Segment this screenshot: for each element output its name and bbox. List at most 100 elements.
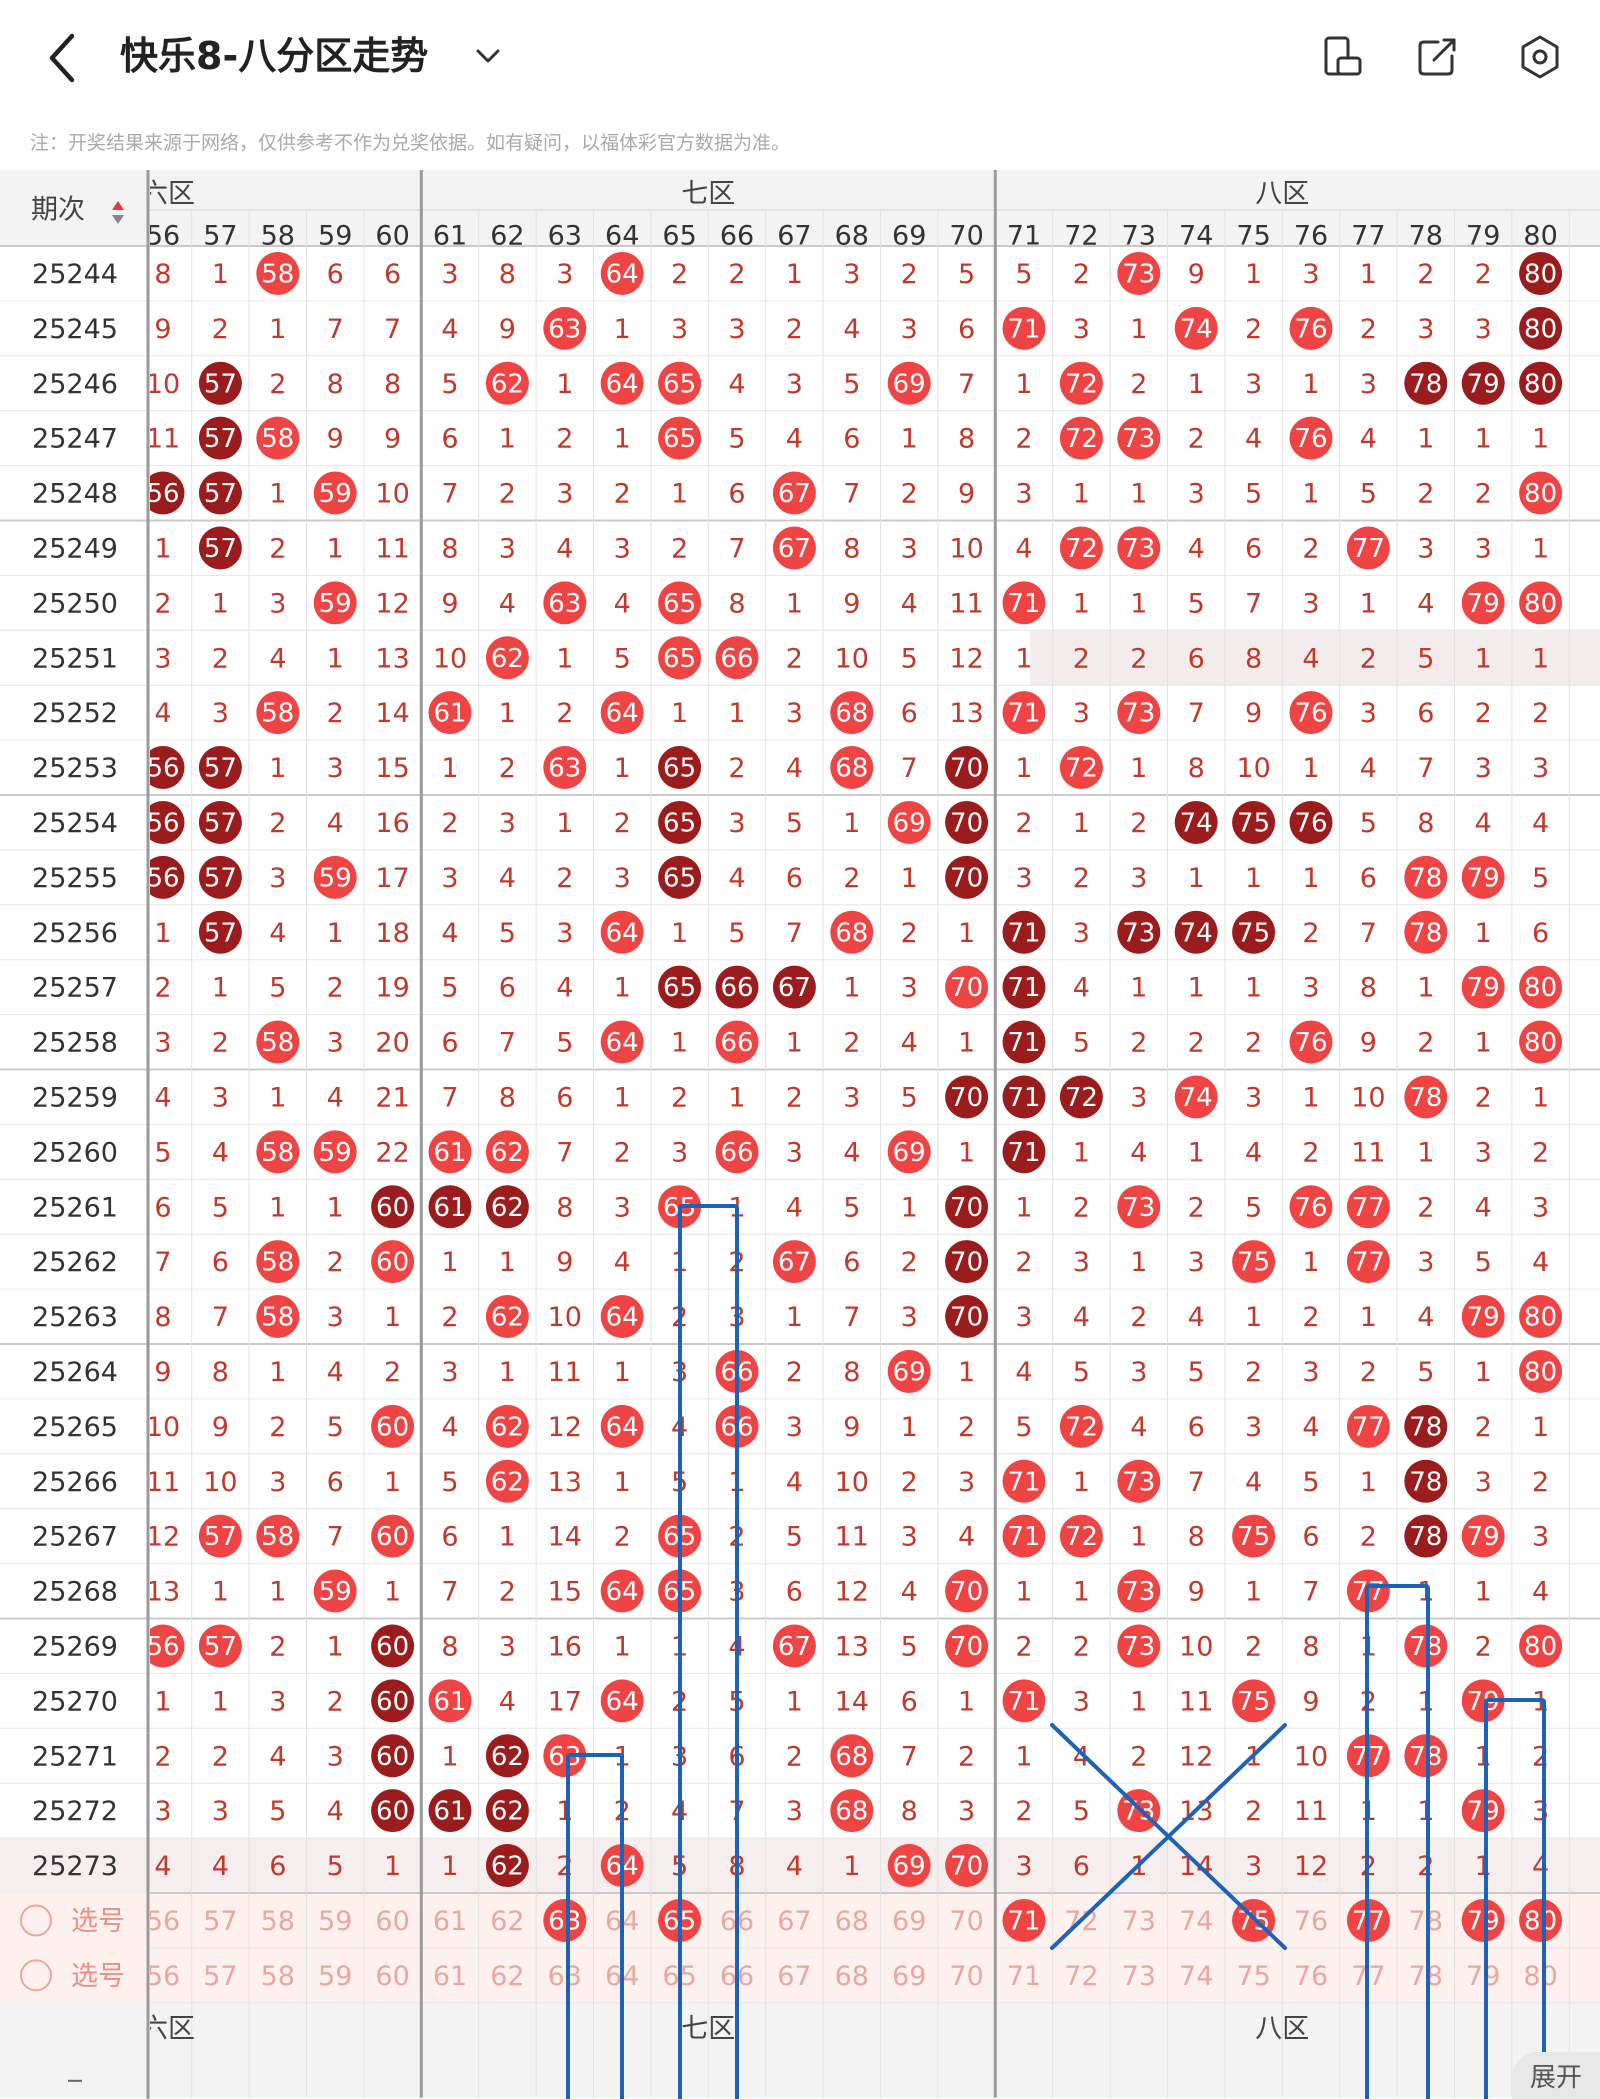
miss-count: 1 [269,1577,286,1608]
hit-number: 69 [893,1357,926,1387]
hit-ball [658,416,702,460]
selected-number[interactable]: 63 [548,1906,581,1936]
miss-count: 1 [728,1192,745,1223]
hit-number: 70 [950,1193,983,1223]
selected-number[interactable]: 75 [1237,1906,1270,1936]
select-option[interactable]: 70 [949,1961,983,1992]
select-option[interactable]: 71 [1007,1961,1041,1992]
select-option[interactable]: 68 [835,1906,869,1937]
miss-count: 4 [1188,533,1205,564]
select-option[interactable]: 76 [1294,1961,1328,1992]
select-option[interactable]: 66 [720,1906,754,1937]
select-option[interactable]: 74 [1179,1961,1213,1992]
select-option[interactable]: 77 [1351,1961,1385,1992]
miss-count: 1 [786,259,803,290]
miss-count: 12 [1179,1741,1213,1772]
select-option[interactable]: 64 [605,1906,639,1937]
select-option[interactable]: 61 [433,1906,467,1937]
miss-count: 9 [1245,698,1262,729]
select-option[interactable]: 73 [1122,1961,1156,1992]
chevron-left-icon[interactable] [42,28,82,88]
share-icon[interactable] [1412,32,1462,82]
select-row-label[interactable]: 选号 [71,1906,125,1937]
select-row-label[interactable]: 选号 [71,1961,125,1992]
select-option[interactable]: 64 [605,1961,639,1992]
hit-number: 62 [491,1852,524,1882]
select-option[interactable]: 78 [1409,1906,1443,1937]
miss-count: 5 [499,918,516,949]
miss-count: 2 [901,479,918,510]
hit-number: 56 [146,754,179,784]
miss-count: 1 [269,1357,286,1388]
select-option[interactable]: 67 [777,1906,811,1937]
miss-count: 2 [671,259,688,290]
select-option[interactable]: 58 [261,1906,295,1937]
selected-number[interactable]: 77 [1352,1906,1385,1936]
settings-icon[interactable] [1515,32,1565,82]
select-option[interactable]: 72 [1064,1906,1098,1937]
select-option[interactable]: 79 [1466,1961,1500,1992]
selected-number[interactable]: 65 [663,1906,696,1936]
hit-number: 65 [663,863,696,893]
miss-count: 4 [441,918,458,949]
select-radio-icon[interactable] [20,1959,52,1992]
select-option[interactable]: 68 [835,1961,869,1992]
select-option[interactable]: 57 [203,1906,237,1937]
phone-rotate-icon[interactable] [1318,32,1368,82]
select-option[interactable]: 62 [490,1961,524,1992]
select-option[interactable]: 60 [375,1906,409,1937]
select-option[interactable]: 61 [433,1961,467,1992]
miss-count: 9 [556,1247,573,1278]
chevron-down-icon[interactable] [470,38,506,74]
hit-ball [945,1295,989,1339]
select-option[interactable]: 70 [949,1906,983,1937]
miss-count: 8 [843,1357,860,1388]
select-option[interactable]: 78 [1409,1961,1443,1992]
miss-count: 1 [1245,1577,1262,1608]
select-option[interactable]: 65 [662,1961,696,1992]
selected-number[interactable]: 71 [1007,1906,1040,1936]
select-option[interactable]: 59 [318,1961,352,1992]
sort-down-icon[interactable] [112,215,124,224]
hit-number: 57 [204,424,237,454]
select-option[interactable]: 73 [1122,1906,1156,1937]
hit-ball [600,910,644,954]
hit-ball [600,1569,644,1613]
period-header[interactable]: 期次 [31,195,85,226]
select-option[interactable]: 56 [146,1961,180,1992]
miss-count: 4 [901,1028,918,1059]
select-option[interactable]: 75 [1236,1961,1270,1992]
select-option[interactable]: 69 [892,1961,926,1992]
select-option[interactable]: 67 [777,1961,811,1992]
selected-ball[interactable] [1002,1898,1046,1942]
expand-button[interactable]: 展开 [1512,2052,1600,2099]
select-option[interactable]: 62 [490,1906,524,1937]
hit-ball [1289,1020,1333,1064]
select-option[interactable]: 57 [203,1961,237,1992]
select-option[interactable]: 60 [375,1961,409,1992]
hit-number: 73 [1122,259,1155,289]
select-option[interactable]: 76 [1294,1906,1328,1937]
miss-count: 16 [375,808,409,839]
select-option[interactable]: 63 [548,1961,582,1992]
hit-ball [1002,306,1046,350]
select-option[interactable]: 69 [892,1906,926,1937]
select-option[interactable]: 72 [1064,1961,1098,1992]
hit-ball [313,855,357,899]
select-option[interactable]: 80 [1523,1961,1557,1992]
miss-count: 2 [1015,1631,1032,1662]
page-title[interactable]: 快乐8-八分区走势 [120,34,429,78]
select-option[interactable]: 74 [1179,1906,1213,1937]
select-option[interactable]: 58 [261,1961,295,1992]
hit-number: 64 [606,1852,639,1882]
selected-number[interactable]: 79 [1467,1906,1500,1936]
select-option[interactable]: 59 [318,1906,352,1937]
select-radio-icon[interactable] [20,1904,52,1937]
hit-number: 77 [1352,1577,1385,1607]
select-option[interactable]: 56 [146,1906,180,1937]
miss-count: 2 [1245,314,1262,345]
sort-up-icon[interactable] [112,201,124,210]
selected-number[interactable]: 80 [1524,1906,1557,1936]
select-option[interactable]: 66 [720,1961,754,1992]
